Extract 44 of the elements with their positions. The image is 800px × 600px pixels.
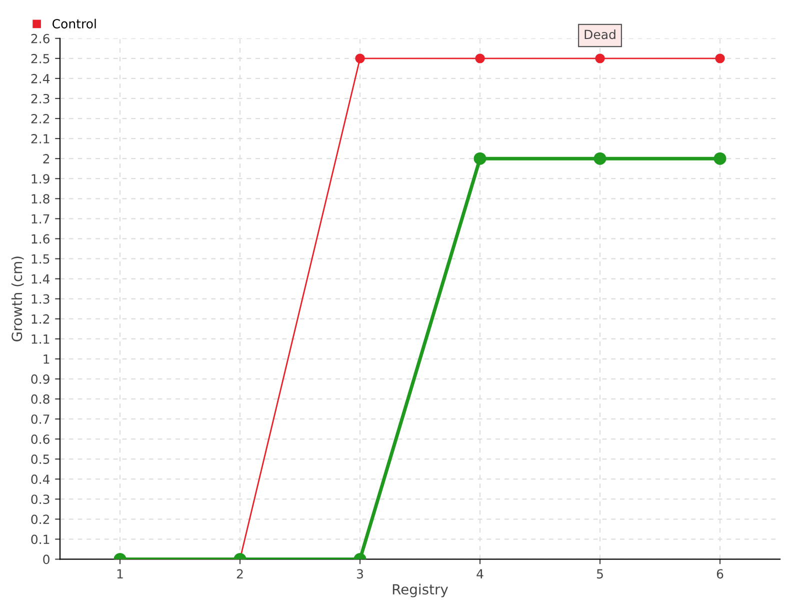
y-tick-label: 0.7 xyxy=(31,414,50,424)
y-tick-label: 0.8 xyxy=(31,394,50,404)
x-tick-label: 5 xyxy=(596,569,603,579)
x-tick-label: 4 xyxy=(476,569,484,578)
y-tick-label: 2.5 xyxy=(31,54,50,64)
point xyxy=(355,54,365,64)
y-axis-title: Growth (cm) xyxy=(11,256,24,342)
point xyxy=(594,152,606,165)
x-tick-label: 2 xyxy=(236,569,243,578)
y-tick-label: 0.3 xyxy=(31,494,50,504)
point xyxy=(474,152,486,165)
point xyxy=(715,54,725,64)
y-tick-label: 1.3 xyxy=(32,294,50,304)
y-tick-label: 0 xyxy=(43,554,50,564)
y-tick-label: 1.4 xyxy=(32,274,50,284)
y-tick-label: 0.6 xyxy=(31,434,50,444)
y-tick-label: 2.3 xyxy=(31,94,50,104)
y-tick-label: 1.5 xyxy=(32,254,50,264)
y-tick-label: 1.9 xyxy=(32,174,50,184)
x-tick-label: 3 xyxy=(356,569,363,579)
y-tick-label: 1.8 xyxy=(32,194,50,204)
y-tick-label: 0.9 xyxy=(31,374,50,384)
y-tick-label: 2.1 xyxy=(31,134,50,144)
x-axis-title: Registry xyxy=(392,584,448,598)
point xyxy=(475,54,485,64)
point xyxy=(714,152,726,165)
y-tick-label: 1.6 xyxy=(32,234,50,244)
y-tick-label: 0.5 xyxy=(31,454,50,464)
y-tick-label: 0.2 xyxy=(31,514,50,524)
y-tick-label: 1.7 xyxy=(32,214,50,224)
y-tick-label: 1.2 xyxy=(32,314,50,324)
point xyxy=(595,54,605,64)
x-tick-label: 6 xyxy=(716,569,724,579)
annotation: Dead xyxy=(584,29,616,40)
y-tick-label: 0.4 xyxy=(31,474,50,484)
y-tick-label: 2 xyxy=(43,154,50,164)
y-tick-label: 1.1 xyxy=(32,334,50,344)
y-tick-label: 2.2 xyxy=(31,114,50,124)
y-tick-label: 1 xyxy=(44,354,50,364)
y-tick-label: 2.6 xyxy=(31,34,50,44)
y-tick-label: 2.4 xyxy=(31,74,50,84)
legend-label: Control xyxy=(52,18,96,28)
y-tick-label: 0.1 xyxy=(31,534,50,544)
x-tick-label: 1 xyxy=(117,569,123,578)
